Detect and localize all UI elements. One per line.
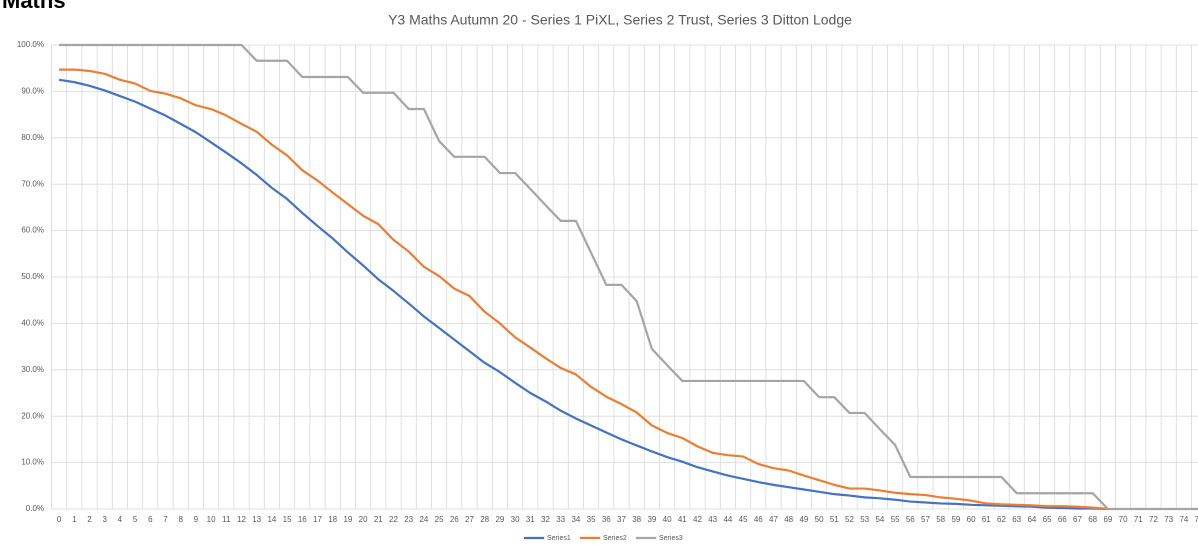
x-tick-label: 49: [799, 515, 808, 524]
x-tick-label: 14: [267, 515, 276, 524]
y-tick-label: 90.0%: [21, 87, 44, 96]
x-tick-label: 56: [906, 515, 915, 524]
x-tick-label: 34: [571, 515, 580, 524]
y-tick-label: 40.0%: [21, 319, 44, 328]
x-tick-label: 6: [148, 515, 153, 524]
y-tick-label: 50.0%: [21, 272, 44, 281]
x-tick-label: 62: [997, 515, 1006, 524]
x-tick-label: 55: [891, 515, 900, 524]
y-tick-label: 20.0%: [21, 411, 44, 420]
y-tick-label: 30.0%: [21, 365, 44, 374]
x-tick-label: 52: [845, 515, 854, 524]
x-tick-label: 16: [298, 515, 307, 524]
legend-label: Series2: [603, 535, 627, 542]
series-line: [58, 78, 1108, 511]
x-tick-label: 50: [815, 515, 824, 524]
y-tick-label: 0.0%: [26, 504, 44, 513]
x-tick-label: 29: [495, 515, 504, 524]
x-tick-label: 21: [374, 515, 383, 524]
legend-label: Series1: [547, 535, 571, 542]
x-tick-label: 60: [967, 515, 976, 524]
legend-label: Series3: [659, 535, 683, 542]
x-tick-label: 45: [739, 515, 748, 524]
y-tick-label: 80.0%: [21, 133, 44, 142]
x-tick-label: 25: [435, 515, 444, 524]
series-line: [59, 43, 1198, 511]
x-tick-label: 23: [404, 515, 413, 524]
x-tick-label: 18: [328, 515, 337, 524]
x-tick-label: 75: [1195, 515, 1198, 524]
x-tick-label: 1: [72, 515, 77, 524]
y-tick-label: 70.0%: [21, 179, 44, 188]
x-tick-label: 30: [511, 515, 520, 524]
x-tick-label: 57: [921, 515, 930, 524]
x-tick-label: 51: [830, 515, 839, 524]
series-line: [59, 68, 1109, 511]
x-tick-label: 36: [602, 515, 611, 524]
x-tick-label: 31: [526, 515, 535, 524]
x-tick-label: 24: [419, 515, 428, 524]
x-tick-label: 38: [632, 515, 641, 524]
x-tick-label: 74: [1179, 515, 1188, 524]
x-tick-label: 40: [663, 515, 672, 524]
x-tick-label: 4: [118, 515, 123, 524]
x-tick-label: 66: [1058, 515, 1067, 524]
x-tick-label: 53: [860, 515, 869, 524]
y-tick-label: 10.0%: [21, 458, 44, 467]
x-tick-label: 32: [541, 515, 550, 524]
x-tick-label: 47: [769, 515, 778, 524]
x-tick-label: 48: [784, 515, 793, 524]
x-tick-label: 59: [951, 515, 960, 524]
x-tick-label: 5: [133, 515, 138, 524]
x-tick-label: 3: [102, 515, 107, 524]
x-tick-label: 19: [343, 515, 352, 524]
chart-title: Y3 Maths Autumn 20 - Series 1 PiXL, Seri…: [388, 12, 852, 28]
x-tick-label: 44: [723, 515, 732, 524]
x-tick-label: 35: [587, 515, 596, 524]
x-tick-label: 27: [465, 515, 474, 524]
page-heading: Maths: [2, 0, 66, 13]
x-tick-label: 42: [693, 515, 702, 524]
x-tick-label: 61: [982, 515, 991, 524]
x-tick-label: 7: [163, 515, 168, 524]
x-tick-label: 13: [252, 515, 261, 524]
x-tick-label: 11: [222, 515, 231, 524]
x-tick-label: 10: [207, 515, 216, 524]
x-tick-label: 58: [936, 515, 945, 524]
x-tick-label: 43: [708, 515, 717, 524]
y-tick-label: 100.0%: [17, 40, 44, 49]
x-tick-label: 72: [1149, 515, 1158, 524]
x-tick-label: 68: [1088, 515, 1097, 524]
x-tick-label: 67: [1073, 515, 1082, 524]
x-tick-label: 54: [875, 515, 884, 524]
x-tick-label: 64: [1027, 515, 1036, 524]
x-tick-label: 15: [283, 515, 292, 524]
x-tick-label: 12: [237, 515, 246, 524]
x-tick-label: 2: [87, 515, 92, 524]
x-tick-label: 9: [194, 515, 199, 524]
x-tick-label: 17: [313, 515, 322, 524]
x-tick-label: 69: [1103, 515, 1112, 524]
x-tick-label: 73: [1164, 515, 1173, 524]
x-tick-label: 20: [359, 515, 368, 524]
x-tick-label: 37: [617, 515, 626, 524]
x-tick-label: 22: [389, 515, 398, 524]
x-tick-label: 63: [1012, 515, 1021, 524]
y-tick-label: 60.0%: [21, 226, 44, 235]
x-tick-label: 26: [450, 515, 459, 524]
x-tick-label: 41: [678, 515, 687, 524]
x-tick-label: 0: [57, 515, 62, 524]
x-tick-label: 46: [754, 515, 763, 524]
x-tick-label: 8: [178, 515, 183, 524]
x-tick-label: 70: [1119, 515, 1128, 524]
x-tick-label: 39: [647, 515, 656, 524]
x-tick-label: 65: [1043, 515, 1052, 524]
x-tick-label: 33: [556, 515, 565, 524]
x-tick-label: 28: [480, 515, 489, 524]
x-tick-label: 71: [1134, 515, 1143, 524]
